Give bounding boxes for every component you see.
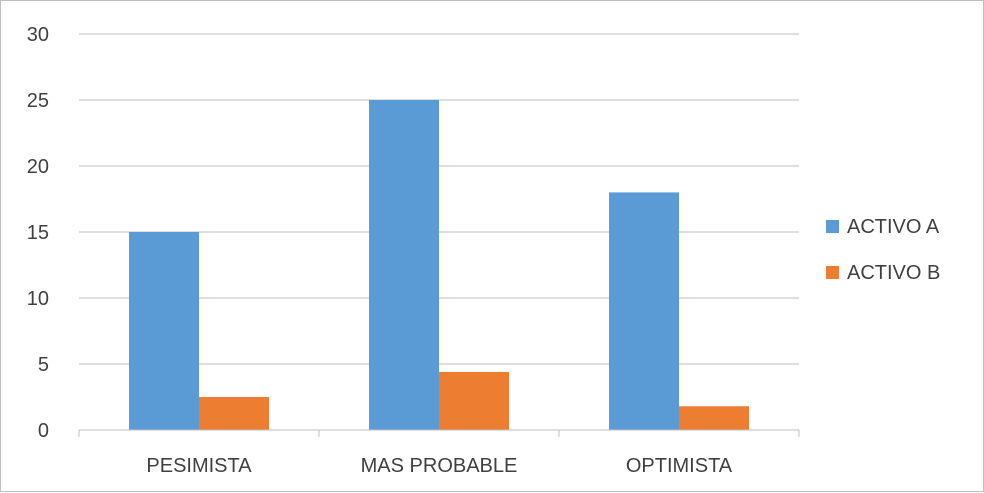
y-tick-label: 5 xyxy=(38,354,49,376)
bar-activo-a-pesimista xyxy=(129,232,199,430)
x-axis: PESIMISTA MAS PROBABLE OPTIMISTA xyxy=(78,429,800,477)
legend: ACTIVO A ACTIVO B xyxy=(826,216,940,284)
bar-activo-a-mas-probable xyxy=(369,100,439,430)
legend-label: ACTIVO A xyxy=(847,216,940,238)
y-tick-label: 30 xyxy=(27,24,49,46)
bar-activo-b-optimista xyxy=(679,406,749,430)
bar-activo-b-mas-probable xyxy=(439,371,509,430)
y-tick-label: 10 xyxy=(27,288,49,310)
bars xyxy=(129,100,749,430)
y-tick-label: 0 xyxy=(38,420,49,442)
y-tick-label: 15 xyxy=(27,222,49,244)
legend-label: ACTIVO B xyxy=(847,262,940,284)
x-tick-label: OPTIMISTA xyxy=(626,455,733,477)
y-tick-label: 25 xyxy=(27,90,49,112)
legend-swatch xyxy=(826,220,839,233)
bar-activo-b-pesimista xyxy=(199,397,269,430)
legend-swatch xyxy=(826,266,839,279)
x-tick-label: PESIMISTA xyxy=(146,455,252,477)
y-axis-ticks: 0 5 10 15 20 25 30 xyxy=(27,24,49,442)
x-tick-label: MAS PROBABLE xyxy=(361,455,518,477)
y-tick-label: 20 xyxy=(27,156,49,178)
bar-activo-a-optimista xyxy=(609,192,679,430)
